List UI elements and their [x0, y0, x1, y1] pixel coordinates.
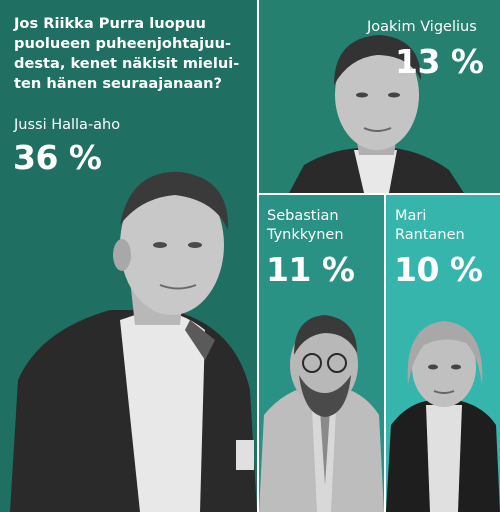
candidate-name-vigelius: Joakim Vigelius [367, 19, 477, 35]
candidate-name-rantanen: Mari Rantanen [395, 208, 465, 243]
portrait-tynkkynen [259, 315, 384, 512]
candidate-value-vigelius: 13 % [395, 42, 484, 81]
panel-vigelius: Joakim Vigelius 13 % [259, 0, 500, 193]
portrait-rantanen [386, 321, 500, 512]
panel-halla-aho: Jos Riikka Purra luopuu puolueen puheenj… [0, 0, 257, 512]
candidate-name-tynkkynen: Sebastian Tynkkynen [267, 208, 344, 243]
candidate-value-tynkkynen: 11 % [266, 250, 355, 289]
portrait-vigelius [289, 35, 464, 193]
poll-question: Jos Riikka Purra luopuu puolueen puheenj… [14, 15, 240, 92]
candidate-value-rantanen: 10 % [394, 250, 483, 289]
portrait-halla-aho [10, 171, 257, 512]
candidate-name-halla-aho: Jussi Halla-aho [14, 117, 121, 133]
panel-tynkkynen: Sebastian Tynkkynen 11 % [259, 195, 384, 512]
candidate-value-halla-aho: 36 % [13, 138, 102, 177]
panel-rantanen: Mari Rantanen 10 % [386, 195, 500, 512]
